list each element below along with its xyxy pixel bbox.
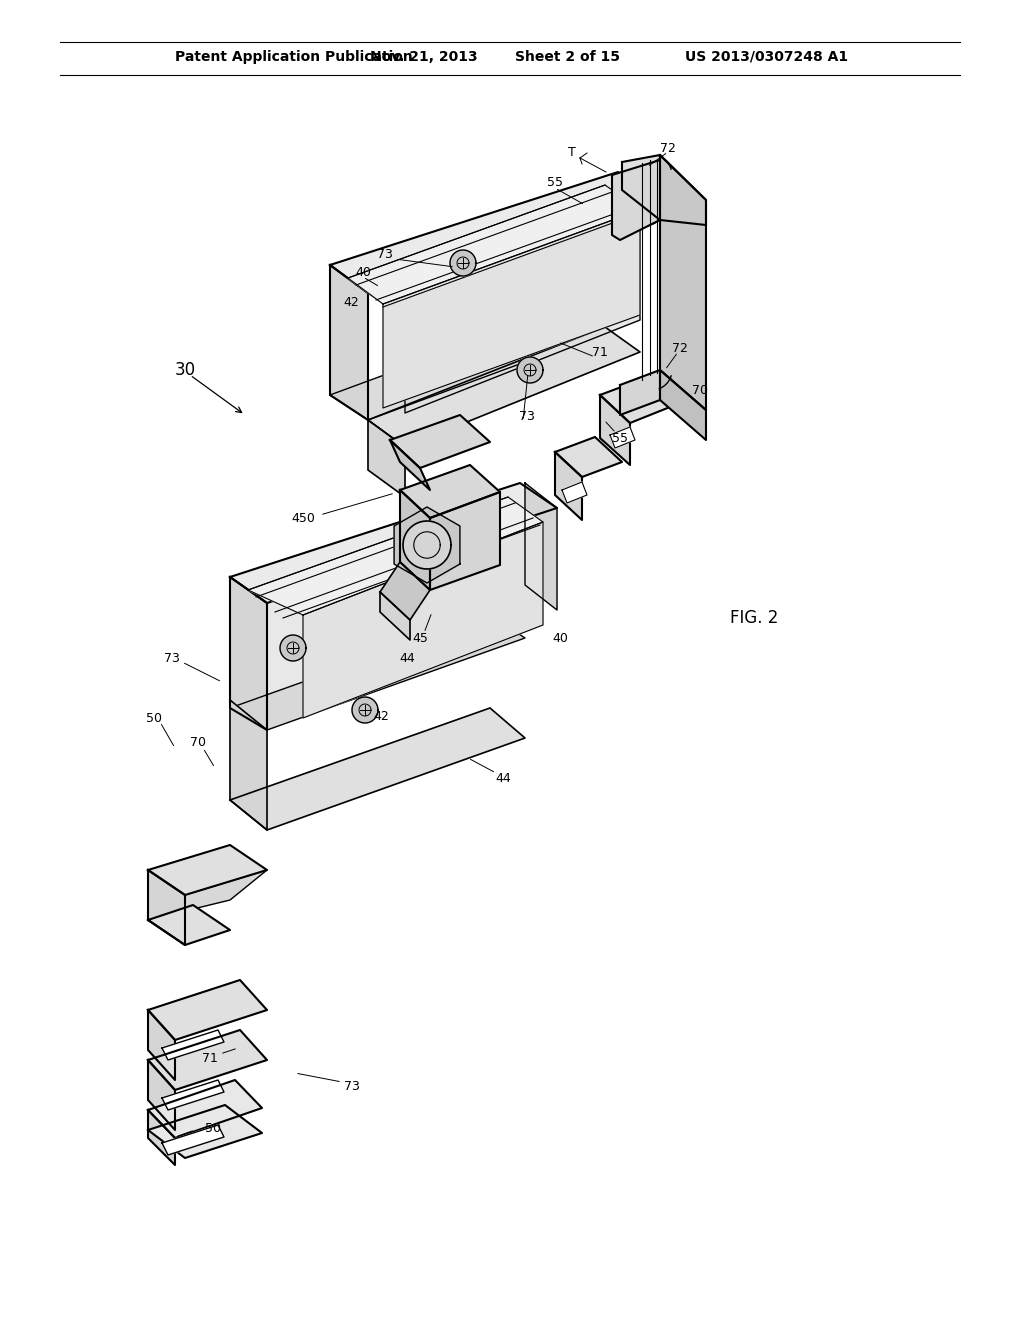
Text: 73: 73 [519,411,535,424]
Text: T: T [568,145,575,158]
Text: FIG. 2: FIG. 2 [730,609,778,627]
Polygon shape [400,490,430,590]
Text: 73: 73 [344,1081,360,1093]
Polygon shape [555,451,582,520]
Polygon shape [622,154,706,224]
Polygon shape [562,482,587,503]
Polygon shape [380,562,430,620]
Polygon shape [380,591,410,640]
Polygon shape [390,440,430,490]
Polygon shape [162,1080,224,1110]
Text: 73: 73 [164,652,180,664]
Text: 72: 72 [672,342,688,355]
Text: 42: 42 [343,296,358,309]
Polygon shape [148,1010,175,1080]
Polygon shape [230,483,557,603]
Polygon shape [230,708,525,830]
Text: 73: 73 [377,248,393,261]
Polygon shape [230,577,267,730]
Text: 70: 70 [692,384,708,396]
Polygon shape [400,465,500,517]
Text: Nov. 21, 2013: Nov. 21, 2013 [370,50,477,63]
Polygon shape [148,1030,267,1090]
Polygon shape [610,426,635,447]
Polygon shape [303,521,543,718]
Polygon shape [525,483,557,610]
Text: 70: 70 [190,737,206,750]
Text: 44: 44 [399,652,415,664]
Polygon shape [394,507,460,583]
Polygon shape [230,700,267,830]
Polygon shape [368,327,640,447]
Polygon shape [230,615,525,730]
Polygon shape [612,160,660,240]
Text: 45: 45 [412,631,428,644]
Polygon shape [450,249,476,276]
Polygon shape [330,337,525,420]
Text: 71: 71 [592,346,608,359]
Polygon shape [390,414,490,469]
Polygon shape [148,1105,262,1158]
Text: 55: 55 [547,177,563,190]
Polygon shape [148,906,230,945]
Polygon shape [267,550,420,704]
Polygon shape [280,635,306,661]
Text: 30: 30 [175,360,197,379]
Text: 42: 42 [373,710,389,723]
Text: 55: 55 [612,432,628,445]
Polygon shape [148,845,267,895]
Text: 450: 450 [291,511,315,524]
Text: 72: 72 [660,141,676,154]
Text: 50: 50 [205,1122,221,1134]
Text: 71: 71 [202,1052,218,1064]
Polygon shape [368,198,655,318]
Polygon shape [330,265,368,420]
Polygon shape [248,498,543,615]
Polygon shape [383,210,640,408]
Polygon shape [148,1110,175,1166]
Polygon shape [148,870,185,945]
Polygon shape [430,492,500,590]
Polygon shape [517,356,543,383]
Polygon shape [148,979,267,1040]
Text: 40: 40 [552,631,568,644]
Polygon shape [600,395,630,465]
Text: US 2013/0307248 A1: US 2013/0307248 A1 [685,50,848,63]
Polygon shape [162,1125,224,1155]
Text: Patent Application Publication: Patent Application Publication [175,50,413,63]
Polygon shape [148,1060,175,1130]
Text: 44: 44 [496,771,511,784]
Polygon shape [330,172,655,293]
Polygon shape [660,154,706,411]
Polygon shape [162,1030,224,1060]
Polygon shape [148,1080,262,1138]
Polygon shape [368,420,406,498]
Polygon shape [555,437,622,477]
Polygon shape [406,227,640,413]
Polygon shape [403,521,451,569]
Text: 40: 40 [355,265,371,279]
Text: 50: 50 [146,711,162,725]
Polygon shape [348,185,640,304]
Polygon shape [620,370,660,414]
Polygon shape [352,697,378,723]
Polygon shape [660,370,706,440]
Text: Sheet 2 of 15: Sheet 2 of 15 [515,50,620,63]
Polygon shape [148,870,267,920]
Polygon shape [600,380,670,422]
